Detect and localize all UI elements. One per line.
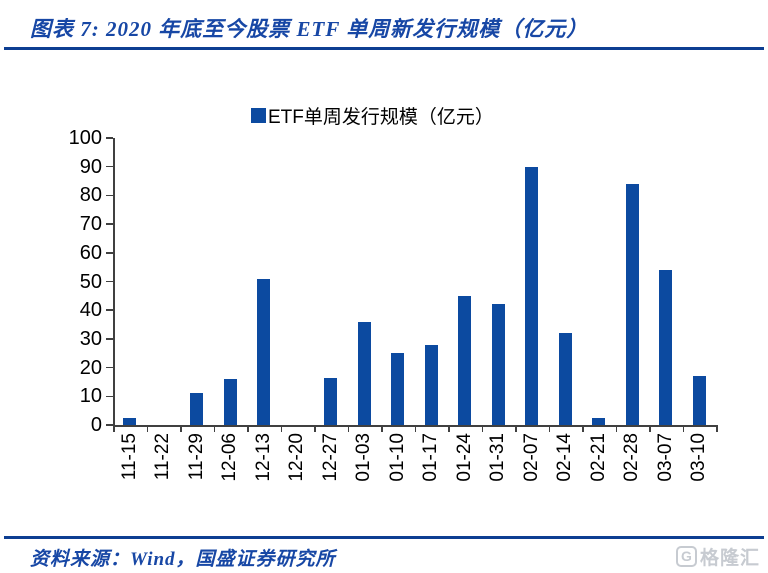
y-axis-tick [106, 338, 113, 340]
x-axis-category-label: 01-03 [353, 433, 375, 482]
y-axis-tick-label: 100 [68, 127, 102, 149]
x-axis-tick [615, 425, 617, 432]
x-axis-tick [682, 425, 684, 432]
x-axis-tick [213, 425, 215, 432]
y-axis-tick-label: 50 [79, 270, 102, 293]
chart-legend: ETF单周发行规模（亿元） [251, 102, 494, 129]
y-axis-tick-label: 20 [79, 356, 102, 379]
watermark: G 格隆汇 [675, 543, 760, 570]
x-axis-category-label: 02-21 [587, 433, 609, 482]
y-axis-tick [106, 165, 113, 168]
y-axis-tick [106, 366, 113, 369]
x-axis-category-label: 03-07 [654, 433, 676, 482]
x-axis-tick [381, 425, 383, 432]
x-axis-category-label: 12-06 [219, 433, 241, 482]
bar [491, 304, 505, 425]
y-axis-line [113, 138, 115, 427]
x-axis-category-label: 12-13 [252, 433, 274, 482]
bar [659, 270, 673, 425]
bar [391, 353, 405, 425]
y-axis-tick-label: 70 [79, 213, 102, 236]
figure-title: 图表 7: 2020 年底至今股票 ETF 单周新发行规模（亿元） [30, 17, 589, 41]
source-note: 资料来源：Wind，国盛证券研究所 [30, 549, 336, 570]
x-axis-tick [548, 425, 550, 432]
x-axis-tick [448, 425, 450, 432]
bar [458, 295, 472, 425]
y-axis-tick-label: 0 [90, 414, 102, 436]
title-divider [4, 47, 764, 50]
bar [625, 183, 639, 425]
x-axis-category-label: 12-27 [319, 433, 341, 482]
watermark-text: 格隆汇 [699, 548, 760, 569]
x-axis-category-label: 11-15 [118, 433, 140, 481]
bar [190, 393, 204, 425]
gelonghui-logo-icon: G [675, 546, 697, 567]
y-axis-tick [106, 252, 113, 254]
y-axis-tick-label: 40 [79, 299, 102, 322]
y-axis-tick [106, 280, 113, 283]
y-axis-tick [106, 309, 113, 311]
y-axis-tick-label: 90 [79, 155, 102, 178]
y-axis-tick [106, 395, 113, 398]
y-axis-tick-label: 60 [79, 241, 102, 264]
y-axis-tick [106, 137, 113, 139]
x-axis-category-label: 11-22 [152, 433, 174, 481]
x-axis-tick [649, 425, 651, 432]
x-axis-tick [414, 425, 416, 432]
x-axis-tick [180, 425, 182, 432]
x-axis-category-label: 03-10 [688, 433, 710, 482]
x-axis-category-label: 01-10 [386, 433, 408, 482]
x-axis-category-label: 11-29 [185, 433, 207, 481]
x-axis-category-label: 02-28 [621, 433, 643, 482]
bar [558, 333, 572, 425]
x-axis-tick [347, 425, 349, 432]
footer-divider [4, 536, 764, 539]
x-axis-tick [280, 425, 282, 432]
x-axis-category-label: 02-14 [554, 433, 576, 482]
x-axis-category-label: 01-17 [420, 433, 442, 482]
y-axis-tick [106, 223, 113, 225]
x-axis-category-label: 01-31 [487, 433, 509, 482]
y-axis-tick-label: 30 [79, 327, 102, 350]
bar [424, 344, 438, 425]
x-axis-category-label: 02-07 [520, 433, 542, 482]
bar [324, 377, 338, 425]
bar [525, 166, 539, 425]
legend-swatch-icon [251, 108, 266, 123]
y-axis-tick-label: 80 [79, 184, 102, 207]
y-axis-tick-label: 10 [79, 385, 102, 408]
legend-label: ETF单周发行规模（亿元） [268, 107, 494, 128]
x-axis-tick [113, 425, 115, 432]
x-axis-category-label: 12-20 [286, 433, 308, 482]
x-axis-tick [247, 425, 249, 432]
bar [357, 321, 371, 425]
x-axis-tick [481, 425, 483, 432]
x-axis-tick [582, 425, 584, 432]
x-axis-category-label: 01-24 [453, 433, 475, 482]
bar [692, 376, 706, 425]
y-axis-tick [106, 424, 113, 426]
x-axis-tick [515, 425, 517, 432]
x-axis-tick [716, 425, 718, 432]
bar [223, 379, 237, 425]
bar [257, 278, 271, 425]
x-axis-tick [314, 425, 316, 432]
bar [123, 417, 137, 425]
y-axis-tick [106, 194, 113, 197]
x-axis-tick [146, 425, 148, 432]
bar [592, 417, 606, 425]
